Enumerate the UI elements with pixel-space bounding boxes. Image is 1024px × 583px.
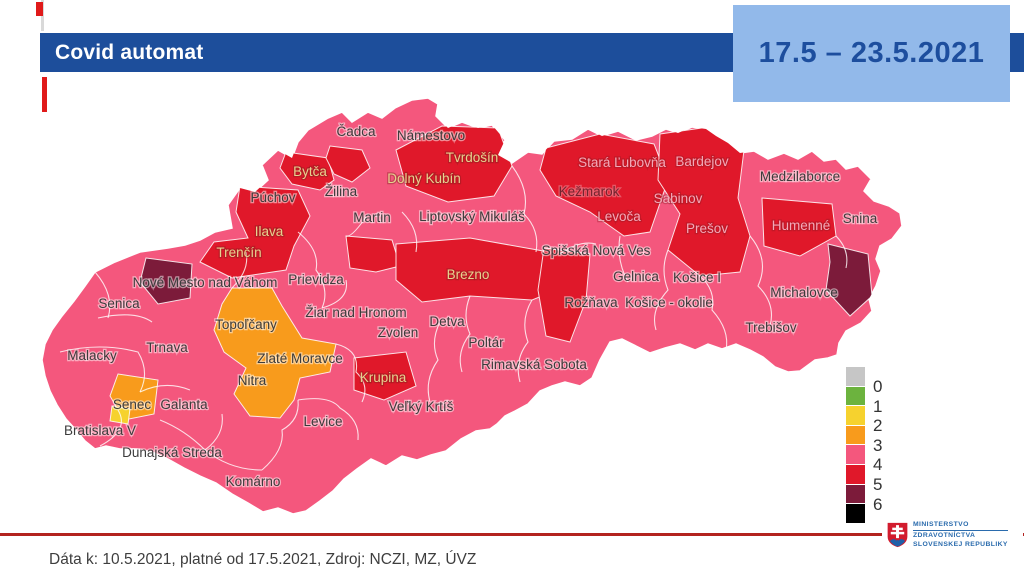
legend-value: 1 <box>873 396 883 416</box>
region-kysuce <box>325 145 371 183</box>
region-krupina <box>353 351 417 401</box>
legend-value: 2 <box>873 416 883 436</box>
district-label: Levice <box>303 414 342 429</box>
district-label: Zvolen <box>378 325 419 340</box>
red-dash-decoration <box>36 2 43 16</box>
district-label: Rimavská Sobota <box>481 357 587 372</box>
region-povazie-trencin <box>199 185 311 279</box>
district-label: Humenné <box>772 218 831 233</box>
district-label: Trenčín <box>216 245 261 260</box>
legend-value: 6 <box>873 494 883 514</box>
district-label: Košice - okolie <box>625 295 713 310</box>
district-label: Michalovce <box>770 285 838 300</box>
period-badge: 17.5 – 23.5.2021 <box>733 5 1010 102</box>
district-label: Senica <box>98 296 140 311</box>
district-label: Snina <box>843 211 878 226</box>
district-label: Púchov <box>250 190 295 205</box>
region-maroon-east <box>825 243 873 317</box>
legend-swatch <box>846 406 865 425</box>
legend-swatch <box>846 465 865 484</box>
page-title: Covid automat <box>55 40 204 64</box>
legend-value: 3 <box>873 435 883 455</box>
district-label: Bardejov <box>675 154 729 169</box>
district-label: Medzilaborce <box>760 169 840 184</box>
district-label: Liptovský Mikuláš <box>419 209 525 224</box>
region-maroon-west <box>139 257 193 305</box>
district-label: Prievidza <box>288 272 344 287</box>
district-borders <box>59 165 848 471</box>
district-label: Malacky <box>67 348 117 363</box>
district-label: Rožňava <box>564 295 618 310</box>
district-label: Krupina <box>360 370 407 385</box>
district-label: Levoča <box>597 209 641 224</box>
district-label: Sabinov <box>654 191 703 206</box>
ministry-logo: MINISTERSTVO ZDRAVOTNÍCTVA SLOVENSKEJ RE… <box>884 518 1023 552</box>
district-label: Čadca <box>336 124 376 139</box>
district-label: Nové Mesto nad Váhom <box>133 275 278 290</box>
district-label: Košice I <box>673 270 721 285</box>
slovak-coat-of-arms-icon <box>887 522 908 548</box>
district-label: Kežmarok <box>559 184 620 199</box>
region-turiec <box>345 235 401 273</box>
district-label: Brezno <box>447 267 490 282</box>
legend-swatch <box>846 445 865 464</box>
district-label: Detva <box>429 314 465 329</box>
district-regions <box>109 125 873 425</box>
region-roznava <box>537 247 591 343</box>
district-label: Dunajská Streda <box>122 445 222 460</box>
period-label: 17.5 – 23.5.2021 <box>758 37 985 69</box>
district-label: Spišská Nová Ves <box>542 243 651 258</box>
district-label: Poltár <box>468 335 504 350</box>
legend-value: 4 <box>873 455 883 475</box>
legend-swatch <box>846 367 865 386</box>
district-label: Dolný Kubín <box>387 171 461 186</box>
legend-swatch <box>846 386 865 406</box>
region-humenne <box>761 197 837 257</box>
district-label: Nitra <box>238 373 267 388</box>
district-label: Galanta <box>160 397 208 412</box>
district-label: Prešov <box>686 221 728 236</box>
district-label: Veľký Krtíš <box>389 399 454 414</box>
district-label: Žiar nad Hronom <box>305 305 406 320</box>
district-label: Bytča <box>293 164 327 179</box>
district-label: Stará Ľubovňa <box>578 155 666 170</box>
district-label: Trnava <box>146 340 188 355</box>
ministry-name-line1: MINISTERSTVO <box>913 521 1008 532</box>
district-label: Bratislava V <box>64 423 136 438</box>
legend-value: 0 <box>873 377 883 396</box>
district-label: Martin <box>353 210 391 225</box>
district-label: Komárno <box>226 474 281 489</box>
legend-swatch <box>846 484 865 504</box>
district-label: Trebišov <box>745 320 797 335</box>
district-label: Zlaté Moravce <box>257 351 343 366</box>
district-label: Gelnica <box>613 269 659 284</box>
ministry-name-line2: ZDRAVOTNÍCTVA <box>913 532 976 540</box>
district-label: Ilava <box>255 224 284 239</box>
district-label: Topoľčany <box>215 317 277 332</box>
district-labels: Čadca Námestovo Tvrdošín Bytča Dolný Kubín Ži… <box>63 123 879 491</box>
data-source-note: Dáta k: 10.5.2021, platné od 17.5.2021, … <box>49 551 477 568</box>
district-label: Tvrdošín <box>446 150 499 165</box>
region-spis-north <box>539 133 669 237</box>
footer-divider-line <box>0 533 882 536</box>
ministry-name-line3: SLOVENSKEJ REPUBLIKY <box>913 540 1008 548</box>
legend-swatch <box>846 504 865 523</box>
legend-swatch <box>846 425 865 445</box>
region-nitra-cluster <box>213 287 337 419</box>
legend-value: 5 <box>873 475 883 494</box>
district-label: Senec <box>113 397 152 412</box>
red-accent-bar <box>42 77 47 112</box>
district-label: Žilina <box>325 184 358 199</box>
district-label: Námestovo <box>397 128 465 143</box>
